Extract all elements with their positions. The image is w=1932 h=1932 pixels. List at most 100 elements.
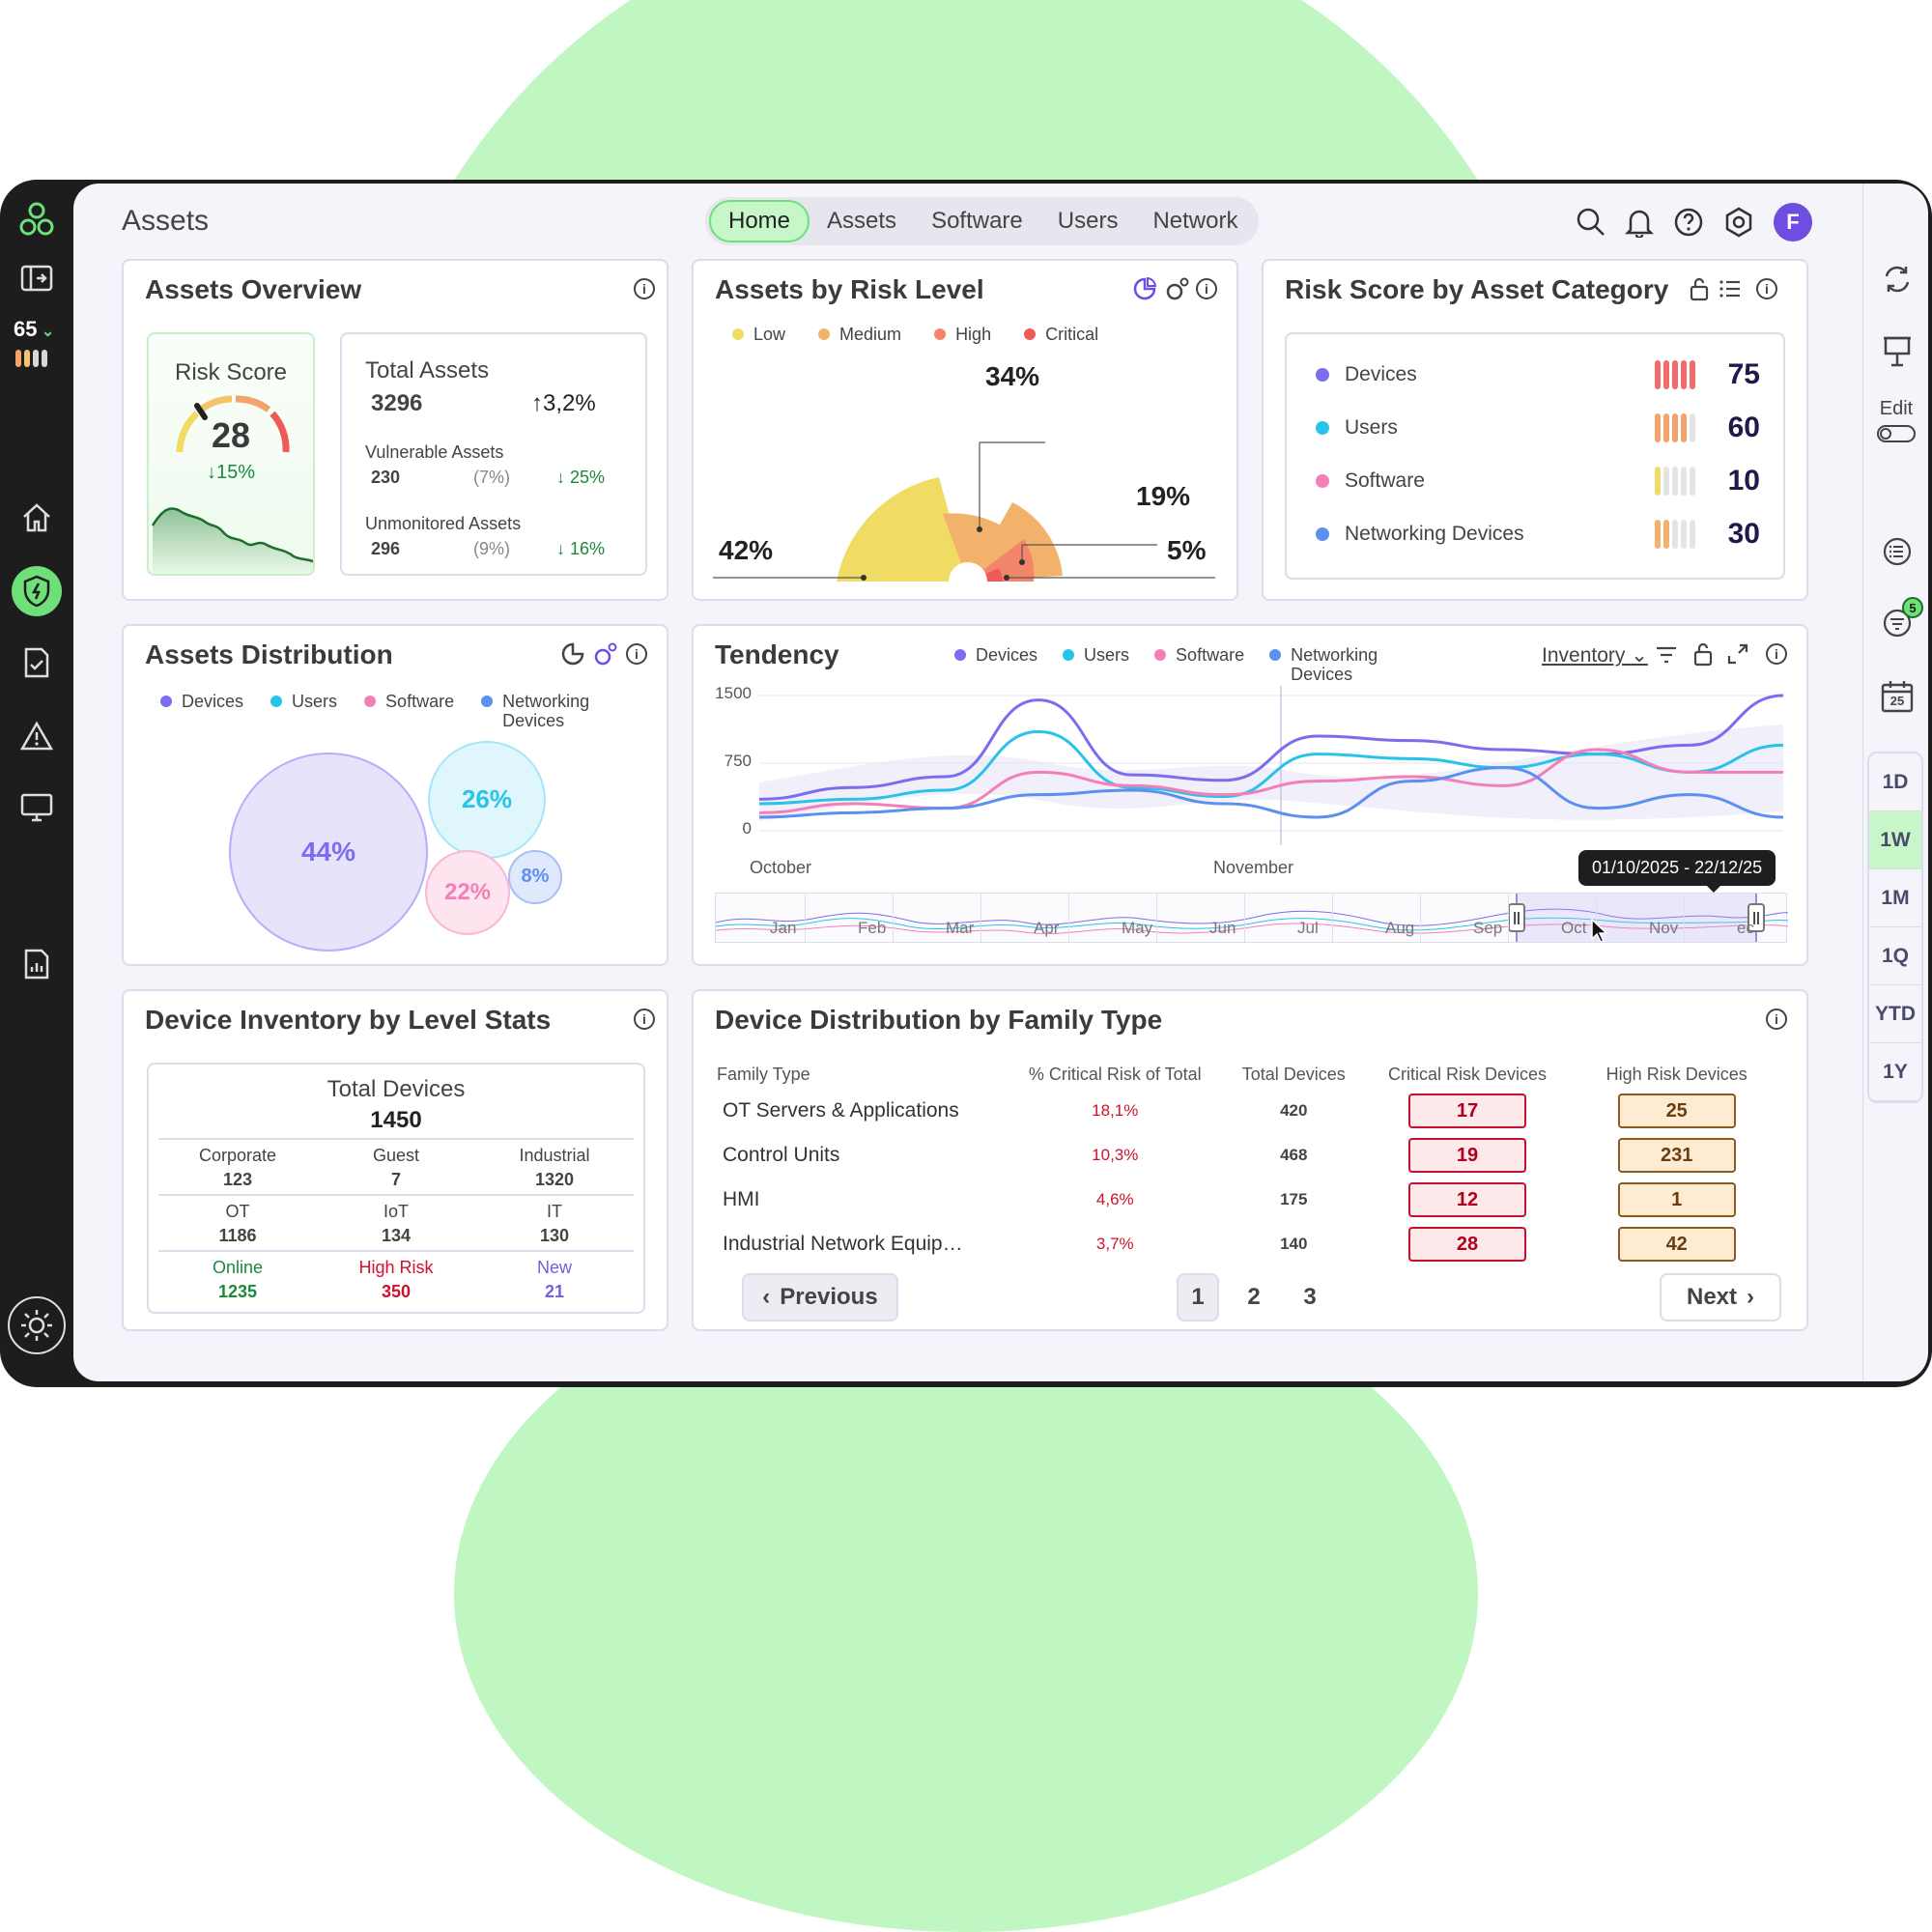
bell-icon[interactable]	[1625, 207, 1654, 238]
score-indicator[interactable]: 65 ⌄	[14, 317, 54, 342]
navigator-right-handle[interactable]: ||	[1747, 903, 1765, 932]
risk-change-value: 15%	[215, 462, 256, 483]
legend-item[interactable]: Devices	[954, 645, 1037, 666]
table-row[interactable]: Industrial Network Equip… 3,7% 140 28 42	[717, 1222, 1789, 1266]
tab-users[interactable]: Users	[1057, 208, 1119, 234]
critical-count-badge[interactable]: 28	[1407, 1227, 1526, 1262]
column-header[interactable]: Total Devices	[1241, 1065, 1346, 1084]
legend-item[interactable]: Networking Devices	[481, 692, 595, 730]
refresh-icon[interactable]	[1883, 265, 1912, 294]
column-header[interactable]: High Risk Devices	[1605, 1065, 1747, 1084]
critical-count-badge[interactable]: 17	[1407, 1094, 1526, 1128]
range-1y-button[interactable]: 1Y	[1869, 1043, 1921, 1101]
next-button[interactable]: Next ›	[1660, 1273, 1781, 1321]
pie-chart-icon[interactable]	[1132, 276, 1157, 301]
high-count-badge[interactable]: 42	[1617, 1227, 1736, 1262]
category-row[interactable]: Users 60	[1316, 411, 1760, 445]
shield-icon[interactable]	[12, 566, 62, 616]
range-1d-button[interactable]: 1D	[1869, 753, 1921, 811]
tab-assets[interactable]: Assets	[827, 208, 897, 234]
navigator-selection[interactable]	[1516, 894, 1757, 942]
legend-item[interactable]: Software	[364, 692, 454, 712]
series-line-networking-devices[interactable]	[759, 766, 1783, 819]
series-line-users[interactable]	[759, 729, 1783, 806]
list-icon[interactable]	[1719, 278, 1741, 299]
series-line-devices[interactable]	[759, 694, 1783, 801]
table-row[interactable]: Control Units 10,3% 468 19 231	[717, 1133, 1789, 1178]
presentation-icon[interactable]	[1883, 334, 1912, 367]
page-2-button[interactable]: 2	[1247, 1284, 1261, 1310]
info-icon[interactable]: i	[1196, 278, 1217, 299]
home-icon[interactable]	[15, 497, 58, 539]
unlock-icon[interactable]	[1689, 276, 1710, 301]
category-name: Networking Devices	[1345, 523, 1524, 545]
info-icon[interactable]: i	[1756, 278, 1777, 299]
tab-home[interactable]: Home	[709, 200, 810, 242]
panel-toggle-icon[interactable]	[15, 257, 58, 299]
legend-item[interactable]: Devices	[160, 692, 243, 712]
column-header[interactable]: Critical Risk Devices	[1387, 1065, 1547, 1084]
avatar[interactable]: F	[1774, 203, 1812, 242]
navigator-left-handle[interactable]: ||	[1508, 903, 1525, 932]
pie-chart-icon[interactable]	[560, 641, 585, 667]
category-row[interactable]: Networking Devices 30	[1316, 517, 1760, 552]
info-icon[interactable]: i	[634, 1009, 655, 1030]
range-ytd-button[interactable]: YTD	[1869, 985, 1921, 1043]
unlock-icon[interactable]	[1692, 641, 1714, 667]
column-header[interactable]: % Critical Risk of Total	[1028, 1065, 1202, 1084]
page-3-button[interactable]: 3	[1303, 1284, 1317, 1310]
bubble-chart-icon[interactable]	[593, 641, 618, 667]
page-1-button[interactable]: 1	[1177, 1273, 1219, 1321]
legend-item[interactable]: Users	[270, 692, 337, 712]
legend-item[interactable]: Networking Devices	[1269, 645, 1383, 684]
expand-icon[interactable]	[1727, 643, 1748, 665]
navigator-month-label: Apr	[1034, 919, 1060, 937]
checklist-icon[interactable]	[15, 641, 58, 684]
settings-icon[interactable]	[1723, 207, 1754, 238]
high-count-badge[interactable]: 25	[1617, 1094, 1736, 1128]
range-navigator[interactable]: || || Jan Feb Mar Apr May Jun Jul Aug Sep Oct Nov e…	[715, 893, 1788, 943]
category-row[interactable]: Software 10	[1316, 464, 1760, 498]
range-1w-button[interactable]: 1W	[1869, 811, 1921, 869]
range-1q-button[interactable]: 1Q	[1869, 927, 1921, 985]
help-icon[interactable]	[1673, 207, 1704, 238]
warning-icon[interactable]	[15, 715, 58, 757]
table-row[interactable]: HMI 4,6% 175 12 1	[717, 1178, 1789, 1222]
legend-item[interactable]: Software	[1154, 645, 1244, 666]
filter-circle-icon[interactable]	[1883, 609, 1912, 638]
critical-count-badge[interactable]: 12	[1407, 1182, 1526, 1217]
legend-item[interactable]: Critical	[1024, 325, 1098, 345]
list-circle-icon[interactable]	[1883, 537, 1912, 566]
legend-item[interactable]: Users	[1063, 645, 1129, 666]
legend-item[interactable]: High	[934, 325, 991, 345]
unmonitored-change: ↓ 16%	[556, 539, 605, 559]
filter-icon[interactable]	[1656, 645, 1677, 665]
navigator-divider	[1596, 894, 1597, 942]
calendar-icon[interactable]: 25	[1881, 680, 1914, 713]
info-icon[interactable]: i	[1766, 1009, 1787, 1030]
legend-item[interactable]: Low	[732, 325, 785, 345]
high-count-badge[interactable]: 1	[1617, 1182, 1736, 1217]
sun-icon[interactable]	[8, 1296, 66, 1354]
inventory-cell-value: 123	[222, 1170, 253, 1189]
legend-item[interactable]: Medium	[818, 325, 901, 345]
monitor-icon[interactable]	[15, 786, 58, 829]
range-1m-button[interactable]: 1M	[1869, 869, 1921, 927]
report-icon[interactable]	[15, 943, 58, 985]
search-icon[interactable]	[1577, 208, 1605, 237]
info-icon[interactable]: i	[1766, 643, 1787, 665]
inventory-dropdown[interactable]: Inventory ⌄	[1542, 643, 1648, 668]
info-icon[interactable]: i	[634, 278, 655, 299]
high-count-badge[interactable]: 231	[1617, 1138, 1736, 1173]
logo-icon[interactable]	[15, 199, 58, 242]
column-header[interactable]: Family Type	[717, 1065, 810, 1084]
previous-button[interactable]: ‹ Previous	[742, 1273, 898, 1321]
info-icon[interactable]: i	[626, 643, 647, 665]
tab-network[interactable]: Network	[1152, 208, 1238, 234]
category-row[interactable]: Devices 75	[1316, 357, 1760, 392]
edit-toggle[interactable]	[1877, 425, 1916, 442]
table-row[interactable]: OT Servers & Applications 18,1% 420 17 2…	[717, 1089, 1789, 1133]
bubble-chart-icon[interactable]	[1165, 276, 1190, 301]
critical-count-badge[interactable]: 19	[1407, 1138, 1526, 1173]
tab-software[interactable]: Software	[931, 208, 1023, 234]
